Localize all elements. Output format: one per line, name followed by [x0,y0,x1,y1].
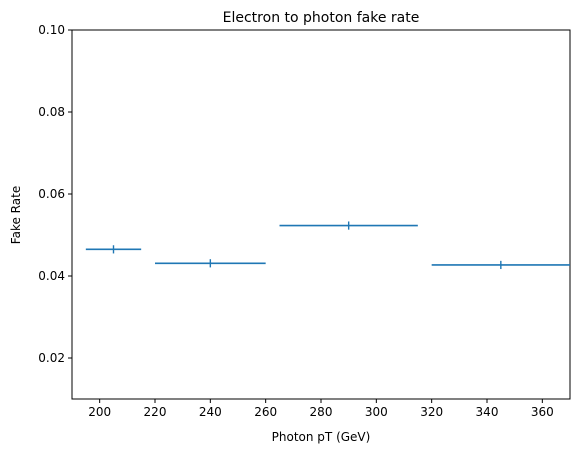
x-tick-label: 200 [88,405,111,419]
x-tick-label: 320 [420,405,443,419]
x-tick-label: 300 [365,405,388,419]
data-series [85,221,570,270]
chart-title: Electron to photon fake rate [223,10,420,26]
x-tick-label: 360 [531,405,554,419]
y-axis: 0.02 0.04 0.06 0.08 0.10 [38,23,72,365]
x-axis: 200 220 240 260 280 300 320 340 360 [88,399,554,419]
y-tick-label: 0.06 [38,187,65,201]
x-tick-label: 340 [476,405,499,419]
y-tick-label: 0.04 [38,269,65,283]
data-point [431,260,570,270]
x-tick-label: 280 [310,405,333,419]
y-axis-label: Fake Rate [9,186,23,244]
data-point [155,259,266,268]
x-axis-label: Photon pT (GeV) [272,430,371,444]
x-tick-label: 220 [144,405,167,419]
y-tick-label: 0.10 [38,23,65,37]
y-tick-label: 0.02 [38,351,65,365]
x-tick-label: 260 [254,405,277,419]
plot-area [71,29,571,400]
data-point [279,221,418,230]
x-tick-label: 240 [199,405,222,419]
y-tick-label: 0.08 [38,105,65,119]
data-point [85,245,142,254]
